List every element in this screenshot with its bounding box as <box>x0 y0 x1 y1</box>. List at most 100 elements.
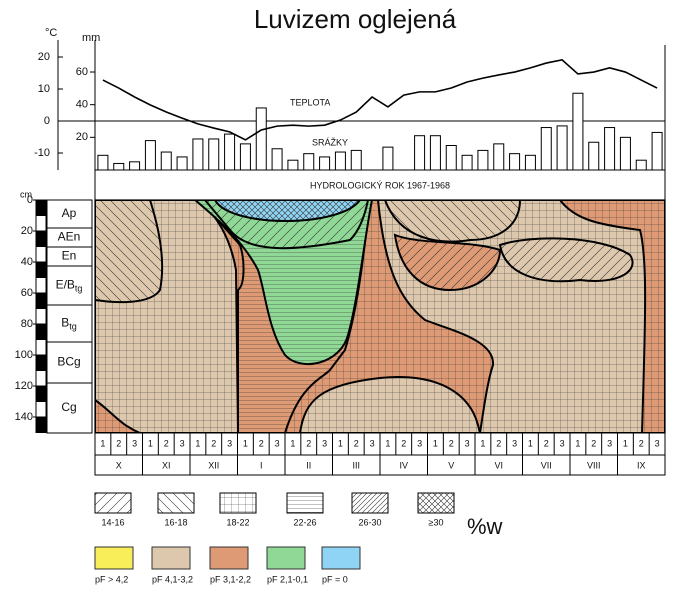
depth-ruler-block <box>35 401 47 418</box>
depth-tick-label: 100 <box>15 349 33 361</box>
precip-bar <box>604 127 616 171</box>
precip-bar <box>350 149 362 171</box>
decade-label: 3 <box>607 438 612 448</box>
precip-bar <box>129 161 141 171</box>
temp-tick-label: 0 <box>44 115 50 127</box>
legend-swatch-label: pF 3,1-2,2 <box>210 574 251 584</box>
precip-bar <box>651 131 663 171</box>
precip-bar <box>477 149 489 171</box>
precip-bar <box>160 151 172 171</box>
decade-label: 2 <box>306 438 311 448</box>
precip-bar <box>176 156 188 171</box>
decade-label: 2 <box>496 438 501 448</box>
legend-swatch-label: pF 2,1-0,1 <box>267 574 308 584</box>
precip-bar <box>414 135 426 171</box>
month-label: IV <box>399 460 408 470</box>
horizon-label: AEn <box>58 230 81 244</box>
decade-label: 2 <box>591 438 596 448</box>
legend-swatch <box>321 546 361 570</box>
precip-bar <box>192 138 204 171</box>
legend-pattern <box>351 492 389 514</box>
decade-label: 3 <box>180 438 185 448</box>
precip-bar <box>461 154 473 171</box>
precip-bar <box>382 146 394 171</box>
horizon-label: Btg <box>61 316 77 332</box>
legend-swatch-label: pF = 0 <box>322 574 348 584</box>
horizon-label: E/Btg <box>56 278 83 294</box>
decade-label: 2 <box>544 438 549 448</box>
precip-bar <box>271 148 283 171</box>
decade-label: 2 <box>639 438 644 448</box>
horizon-label: BCg <box>57 355 80 369</box>
precip-unit: mm <box>82 32 100 44</box>
legend-swatch <box>94 546 134 570</box>
decade-label: 1 <box>480 438 485 448</box>
temp-label: TEPLOTA <box>290 97 330 107</box>
decade-label: 1 <box>338 438 343 448</box>
legend-swatch-label: pF > 4,2 <box>95 574 128 584</box>
month-label: V <box>448 460 454 470</box>
precip-tick-label: 20 <box>76 131 88 143</box>
precip-bar <box>255 107 267 171</box>
depth-ruler-block <box>35 308 47 325</box>
precip-tick-label: 60 <box>76 66 88 78</box>
temp-tick-label: -10 <box>34 147 50 159</box>
decade-label: 2 <box>259 438 264 448</box>
month-label: VIII <box>587 460 601 470</box>
legend-pattern <box>286 492 324 514</box>
precip-bar <box>303 153 315 171</box>
depth-ruler-block <box>35 246 47 263</box>
precip-bar <box>144 140 156 171</box>
decade-label: 3 <box>227 438 232 448</box>
precip-bar <box>429 135 441 171</box>
precip-bar <box>493 143 505 171</box>
precip-bar <box>524 154 536 171</box>
legend-swatch-label: pF 4,1-3,2 <box>152 574 193 584</box>
precip-bar <box>113 162 125 171</box>
title: Luvizem oglejená <box>254 4 457 34</box>
precip-bar <box>540 127 552 171</box>
legend-pattern <box>417 492 455 514</box>
temp-unit: °C <box>45 27 57 39</box>
decade-label: 1 <box>528 438 533 448</box>
decade-label: 3 <box>132 438 137 448</box>
soil-pattern <box>95 200 164 304</box>
depth-ruler-block <box>35 416 47 433</box>
depth-tick-label: 120 <box>15 380 33 392</box>
depth-ruler-block <box>35 323 47 340</box>
horizon-sub: tg <box>69 322 77 332</box>
precip-bar <box>556 125 568 171</box>
decade-label: 1 <box>100 438 105 448</box>
month-label: VI <box>494 460 503 470</box>
decade-label: 3 <box>417 438 422 448</box>
moisture-unit: %w <box>467 514 503 539</box>
precip-tick-label: 40 <box>76 99 88 111</box>
precip-bar <box>287 159 299 171</box>
depth-ruler-block <box>35 230 47 247</box>
decade-label: 1 <box>243 438 248 448</box>
month-label: XI <box>162 460 171 470</box>
depth-ruler-block <box>35 385 47 402</box>
horizon-main: E/B <box>56 278 75 292</box>
decade-label: 3 <box>370 438 375 448</box>
decade-label: 3 <box>655 438 660 448</box>
decade-label: 2 <box>211 438 216 448</box>
precip-bar <box>97 154 109 171</box>
legend-pattern-label: 26-30 <box>358 517 381 527</box>
month-label: XII <box>208 460 219 470</box>
soil-pattern <box>383 200 522 243</box>
depth-tick-label: 140 <box>15 411 33 423</box>
decade-label: 3 <box>465 438 470 448</box>
decade-label: 1 <box>433 438 438 448</box>
depth-ruler-block <box>35 215 47 232</box>
legend-pattern-label: 14-16 <box>101 517 124 527</box>
precip-bar <box>588 141 600 171</box>
legend-swatch <box>266 546 306 570</box>
depth-ruler-block <box>35 277 47 294</box>
precip-bar <box>445 145 457 171</box>
decade-label: 3 <box>275 438 280 448</box>
month-label: X <box>116 460 122 470</box>
precip-bar <box>224 133 236 171</box>
